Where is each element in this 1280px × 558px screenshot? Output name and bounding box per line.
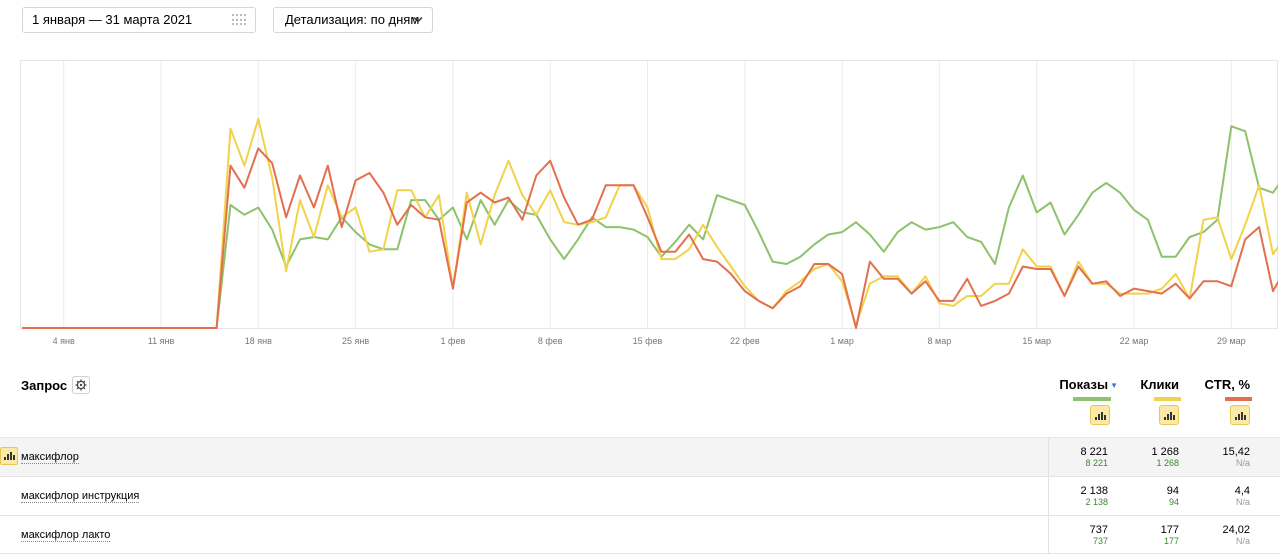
clicks-cell: 177 177 bbox=[1160, 524, 1179, 546]
x-tick-label: 8 фев bbox=[538, 336, 563, 346]
ctr-column-header[interactable]: CTR, % bbox=[1204, 377, 1251, 392]
x-tick-label: 25 янв bbox=[342, 336, 369, 346]
table-row[interactable]: максифлор лакто 737 737 177 177 24,02 N/a bbox=[0, 515, 1280, 554]
query-column-header: Запрос bbox=[21, 378, 68, 393]
query-link[interactable]: максифлор инструкция bbox=[21, 490, 140, 503]
shows-column-header[interactable]: Показы ▼ bbox=[1059, 377, 1118, 392]
chevron-down-icon bbox=[413, 8, 423, 40]
shows-cell: 2 138 2 138 bbox=[1080, 485, 1108, 507]
x-tick-label: 29 мар bbox=[1217, 336, 1246, 346]
sort-desc-icon: ▼ bbox=[1110, 381, 1118, 390]
query-link[interactable]: максифлор лакто bbox=[21, 529, 111, 542]
x-tick-label: 1 фев bbox=[441, 336, 466, 346]
query-table: максифлор 8 221 8 221 1 268 1 268 15,42 N/a… bbox=[0, 437, 1280, 554]
clicks-series-swatch bbox=[1154, 397, 1181, 401]
calendar-grid-icon bbox=[232, 14, 246, 26]
clicks-cell: 94 94 bbox=[1166, 485, 1179, 507]
series-line bbox=[22, 147, 1278, 329]
date-range-picker[interactable]: 1 января — 31 марта 2021 bbox=[22, 7, 256, 33]
x-tick-label: 18 янв bbox=[245, 336, 272, 346]
row-chart-toggle-icon[interactable] bbox=[0, 447, 18, 465]
x-tick-label: 22 фев bbox=[730, 336, 760, 346]
ctr-series-swatch bbox=[1225, 397, 1252, 401]
table-row[interactable]: максифлор 8 221 8 221 1 268 1 268 15,42 N/a bbox=[0, 437, 1280, 476]
ctr-cell: 24,02 N/a bbox=[1222, 524, 1250, 546]
x-tick-label: 8 мар bbox=[928, 336, 952, 346]
table-row[interactable]: максифлор инструкция 2 138 2 138 94 94 4,4… bbox=[0, 476, 1280, 515]
ctr-cell: 4,4 N/a bbox=[1234, 485, 1250, 507]
query-link[interactable]: максифлор bbox=[21, 451, 79, 464]
ctr-cell: 15,42 N/a bbox=[1222, 446, 1250, 468]
shows-cell: 8 221 8 221 bbox=[1080, 446, 1108, 468]
x-tick-label: 15 мар bbox=[1022, 336, 1051, 346]
row-metrics: 737 737 177 177 24,02 N/a bbox=[1048, 516, 1280, 554]
detail-select-label: Детализация: по дням bbox=[285, 12, 420, 27]
x-tick-label: 4 янв bbox=[53, 336, 75, 346]
row-metrics: 2 138 2 138 94 94 4,4 N/a bbox=[1048, 477, 1280, 515]
gear-icon[interactable] bbox=[72, 376, 90, 394]
ctr-chart-toggle-icon[interactable] bbox=[1230, 405, 1250, 425]
x-tick-label: 15 фев bbox=[633, 336, 663, 346]
shows-chart-toggle-icon[interactable] bbox=[1090, 405, 1110, 425]
x-tick-label: 22 мар bbox=[1120, 336, 1149, 346]
x-tick-label: 1 мар bbox=[830, 336, 854, 346]
shows-cell: 737 737 bbox=[1089, 524, 1108, 546]
date-range-text: 1 января — 31 марта 2021 bbox=[32, 12, 193, 27]
shows-series-swatch bbox=[1073, 397, 1111, 401]
plot-area bbox=[20, 60, 1278, 329]
clicks-cell: 1 268 1 268 bbox=[1151, 446, 1179, 468]
clicks-chart-toggle-icon[interactable] bbox=[1159, 405, 1179, 425]
x-tick-label: 11 янв bbox=[148, 336, 175, 346]
line-chart: 4 янв 11 янв 18 янв 25 янв 1 фев 8 фев 15 фев 2… bbox=[20, 60, 1278, 346]
series-line bbox=[22, 125, 1278, 329]
clicks-column-header[interactable]: Клики bbox=[1140, 377, 1179, 392]
detail-select[interactable]: Детализация: по дням bbox=[273, 7, 433, 33]
row-metrics: 8 221 8 221 1 268 1 268 15,42 N/a bbox=[1048, 438, 1280, 476]
